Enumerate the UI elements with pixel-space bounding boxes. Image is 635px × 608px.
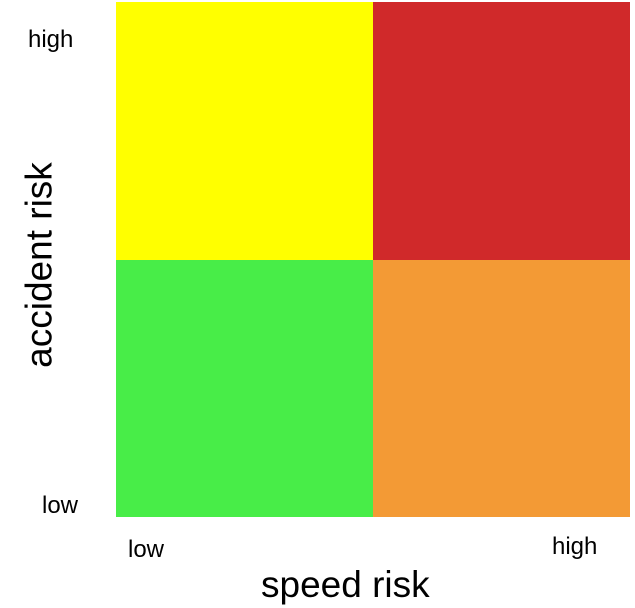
cell-low-accident-high-speed xyxy=(373,259,630,517)
cell-high-accident-low-speed xyxy=(116,2,373,260)
cell-low-accident-low-speed xyxy=(116,259,373,517)
x-axis-low-label: low xyxy=(128,536,165,563)
risk-matrix xyxy=(116,2,630,517)
x-axis-title: speed risk xyxy=(261,564,430,605)
x-axis-high-label: high xyxy=(552,533,598,560)
y-axis-high-label: high xyxy=(28,26,74,53)
cell-high-accident-high-speed xyxy=(373,2,630,260)
y-axis-low-label: low xyxy=(42,492,79,519)
y-axis-title: accident risk xyxy=(18,162,60,368)
